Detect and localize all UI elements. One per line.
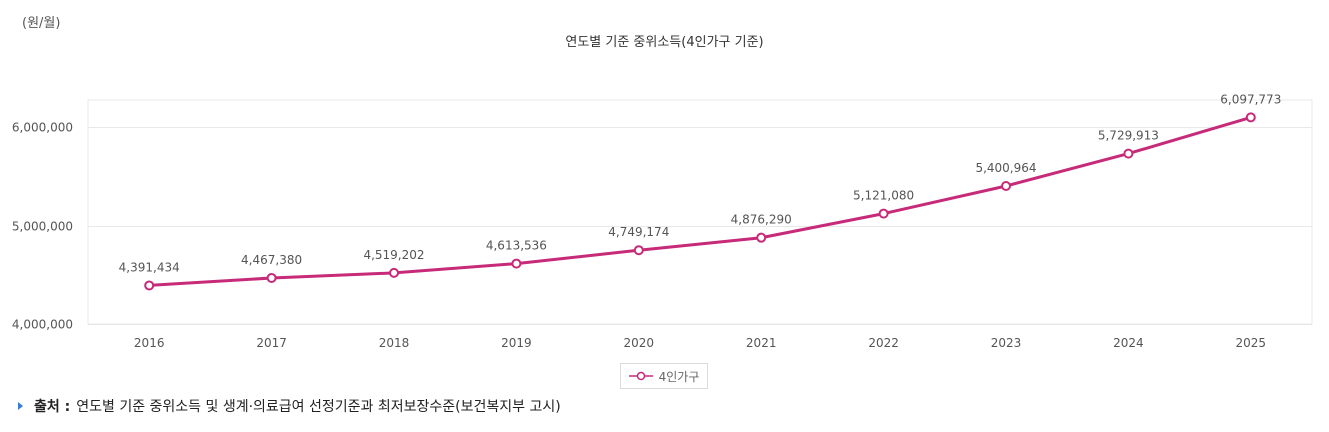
source-text: 연도별 기준 중위소득 및 생계·의료급여 선정기준과 최저보장수준(보건복지부… (76, 399, 561, 415)
data-label: 4,613,536 (486, 239, 547, 253)
y-tick-label: 5,000,000 (12, 220, 73, 234)
series-line (149, 115, 1252, 287)
data-label: 6,097,773 (1220, 92, 1281, 106)
x-tick-label: 2023 (991, 336, 1022, 350)
data-label: 4,876,290 (731, 213, 792, 227)
x-tick-label: 2019 (501, 336, 532, 350)
data-point[interactable] (1245, 112, 1256, 123)
x-tick-label: 2016 (134, 336, 165, 350)
x-tick-label: 2017 (256, 336, 287, 350)
chart-title: 연도별 기준 중위소득(4인가구 기준) (565, 35, 764, 50)
bullet-icon (18, 402, 23, 410)
data-label: 4,467,380 (241, 253, 302, 267)
x-tick-label: 2022 (868, 336, 899, 350)
source-label: 출처 : (34, 399, 71, 415)
data-point[interactable] (144, 280, 155, 291)
y-unit-label: (원/월) (22, 16, 61, 31)
y-tick-label: 4,000,000 (12, 318, 73, 332)
data-point[interactable] (878, 208, 889, 219)
x-tick-label: 2020 (624, 336, 655, 350)
x-tick-label: 2024 (1113, 336, 1144, 350)
data-point[interactable] (511, 258, 522, 269)
data-point[interactable] (1001, 181, 1011, 192)
data-label: 4,749,174 (608, 225, 669, 239)
data-point[interactable] (1123, 148, 1134, 159)
data-label: 4,519,202 (363, 248, 424, 262)
data-point[interactable] (633, 245, 644, 256)
data-label: 5,729,913 (1098, 129, 1159, 143)
data-label: 5,400,964 (975, 161, 1036, 175)
x-tick-label: 2025 (1236, 336, 1267, 350)
legend-label: 4인가구 (658, 369, 700, 384)
data-point[interactable] (756, 232, 767, 243)
line-chart: 4,000,000 5,000,000 6,000,000 2016 2017 2018 2… (12, 92, 1313, 350)
x-tick-label: 2021 (746, 336, 777, 350)
data-label: 5,121,080 (853, 189, 914, 203)
legend[interactable]: 4인가구 (620, 363, 708, 389)
source-note: 출처 : 연도별 기준 중위소득 및 생계·의료급여 선정기준과 최저보장수준(… (18, 396, 561, 416)
x-tick-label: 2018 (379, 336, 410, 350)
data-point[interactable] (389, 267, 399, 278)
data-point[interactable] (266, 272, 277, 283)
y-tick-label: 6,000,000 (12, 121, 73, 135)
legend-line-marker-icon (628, 371, 653, 381)
data-label: 4,391,434 (119, 260, 180, 274)
